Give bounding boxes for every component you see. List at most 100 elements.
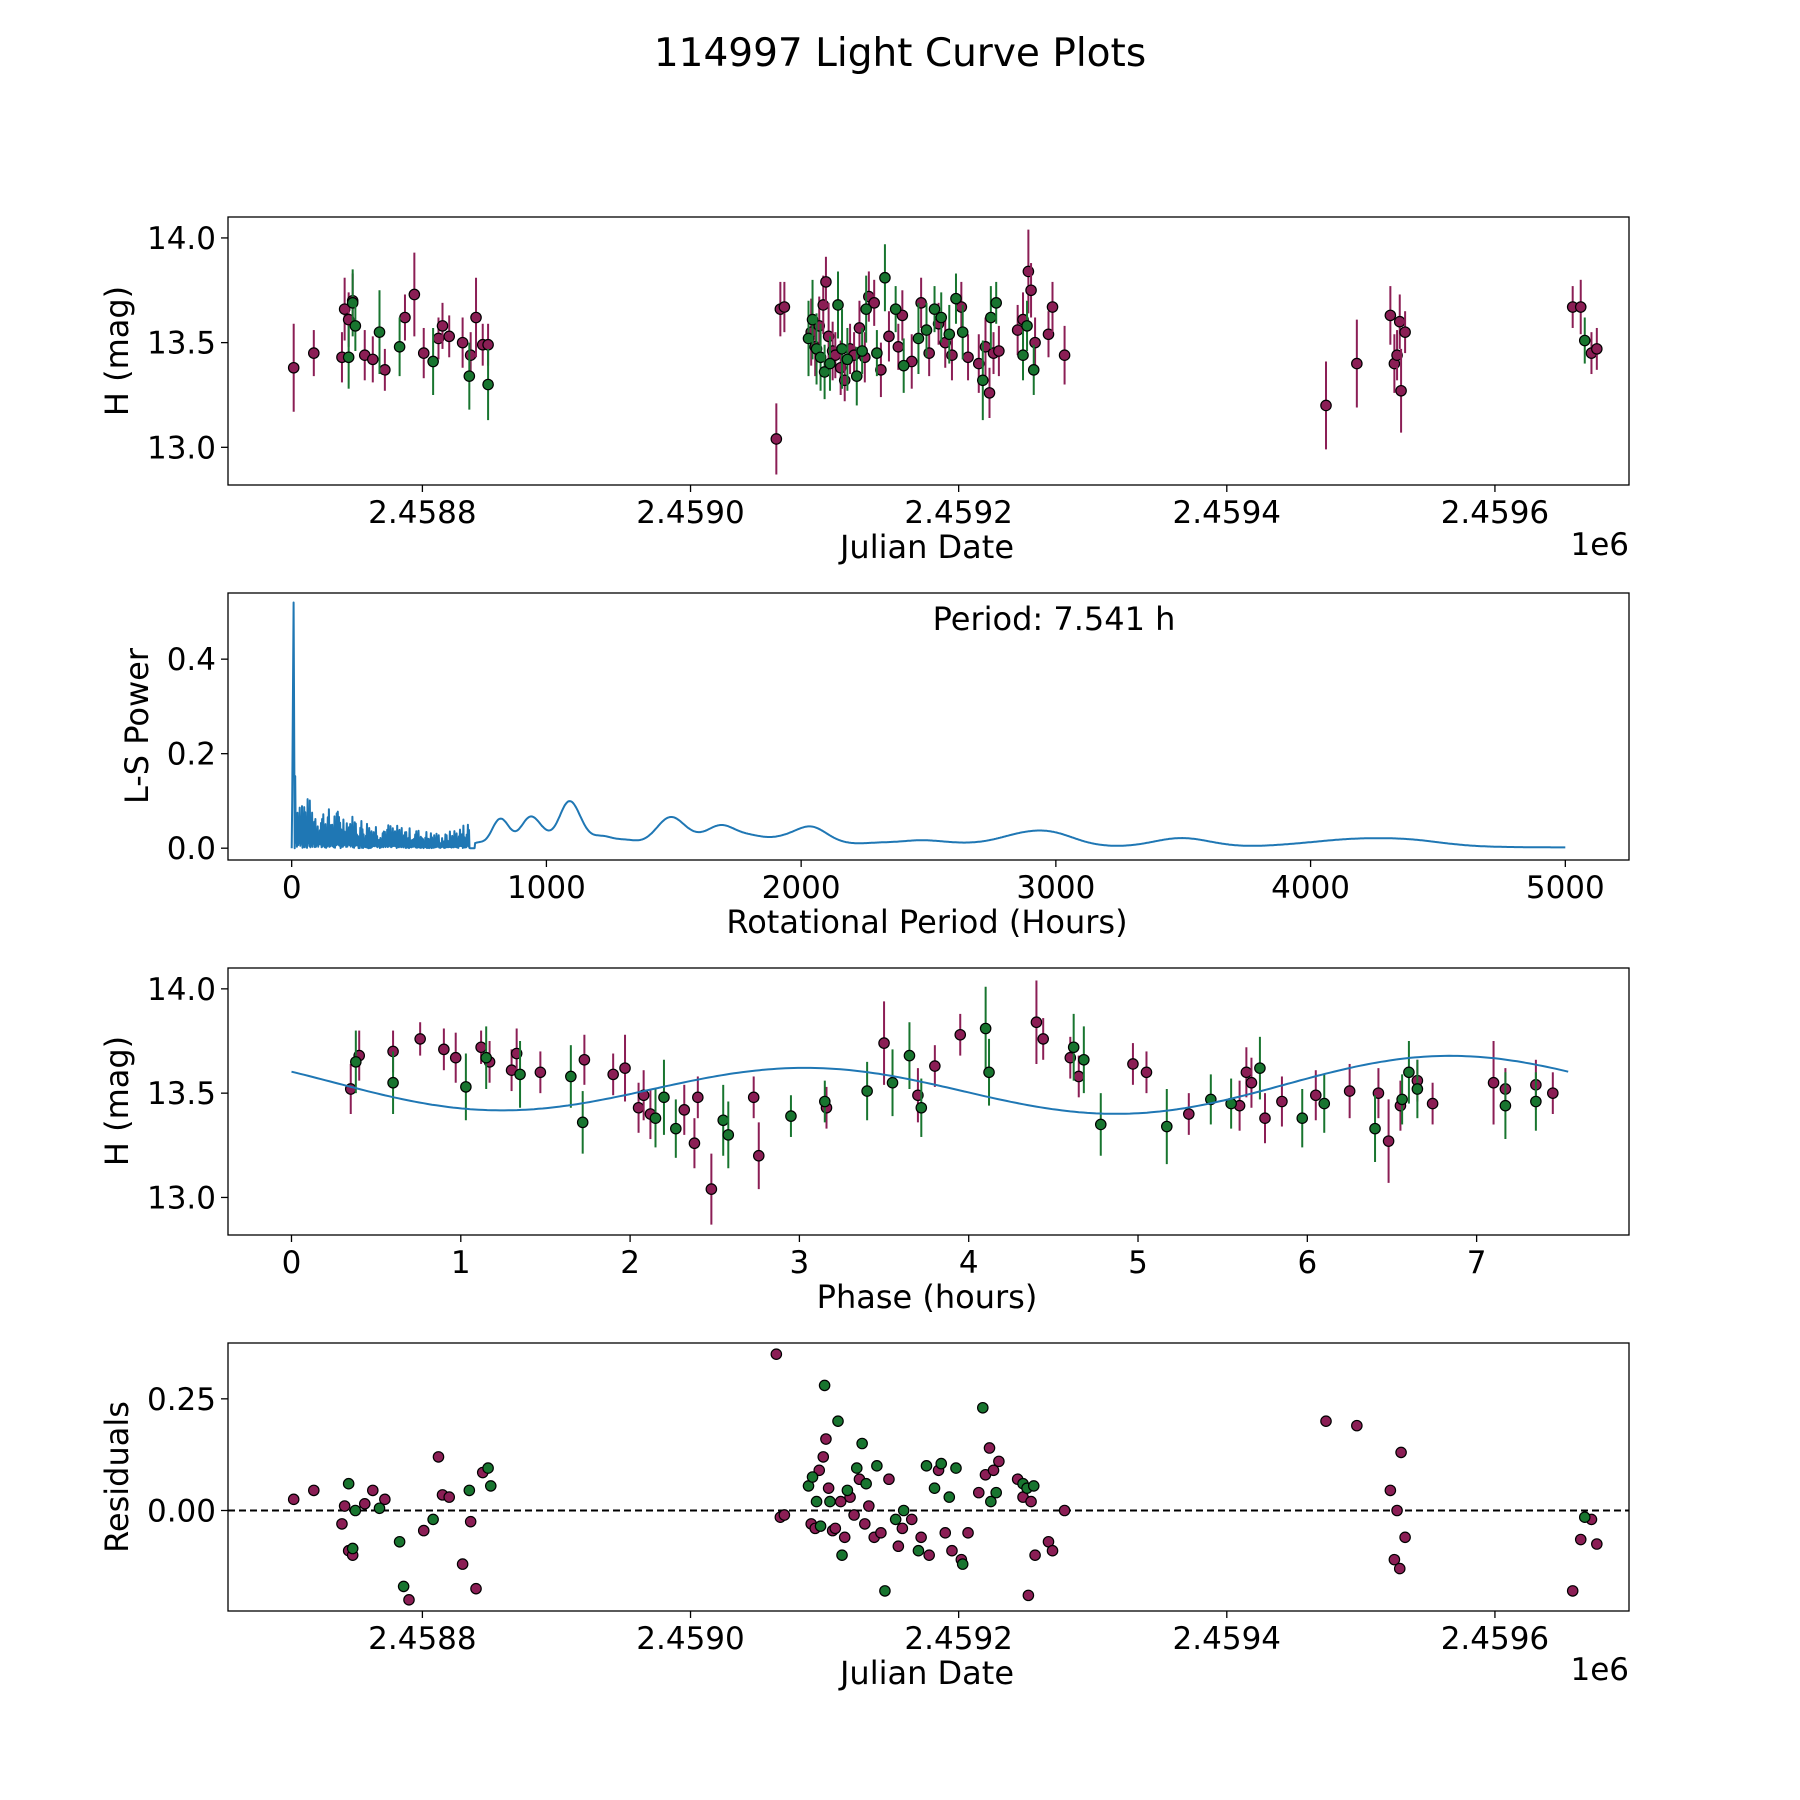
data-point-r: [1042, 328, 1055, 341]
data-point-r: [308, 347, 320, 359]
data-point-r: [1058, 349, 1071, 361]
data-point-r: [1025, 284, 1037, 297]
data-point-g: [427, 1513, 439, 1526]
data-point-r: [688, 1137, 701, 1150]
data-point-r: [1030, 1016, 1043, 1029]
x-tick-label: 5: [1128, 1245, 1148, 1281]
y-tick-label: 0.25: [147, 1382, 216, 1418]
data-point-g: [785, 1110, 797, 1122]
data-point-g: [565, 1070, 577, 1083]
data-point-r: [1591, 1538, 1603, 1550]
data-point-r: [1058, 1504, 1071, 1517]
data-point-g: [484, 1480, 497, 1492]
data-point-g: [1296, 1112, 1309, 1124]
data-point-g: [810, 1495, 823, 1508]
periodogram-panel: 0 1000 2000 3000 4000 5000 0.0 0.2 0.4 Period: 7…: [118, 592, 1630, 941]
data-point-r: [987, 1464, 1000, 1477]
data-point-g: [1499, 1099, 1512, 1112]
data-point-g: [990, 297, 1003, 309]
y-tick-label: 14.0: [147, 221, 216, 257]
data-point-g: [373, 1502, 386, 1515]
data-point-r: [1547, 1087, 1559, 1099]
data-point-r: [366, 353, 379, 366]
data-point-r: [1574, 301, 1587, 313]
x-tick-label: 1000: [507, 870, 586, 906]
data-point-g: [482, 1462, 494, 1474]
periodogram-marks: [290, 601, 1566, 850]
data-point-r: [822, 330, 835, 343]
data-point-r: [443, 1491, 456, 1503]
data-point-g: [976, 1401, 989, 1414]
data-point-r: [896, 1522, 909, 1535]
data-point-r: [962, 351, 974, 364]
data-point-g: [722, 1129, 735, 1141]
data-point-g: [943, 1491, 956, 1503]
data-point-r: [834, 1495, 847, 1508]
data-point-r: [1037, 1033, 1050, 1045]
y-tick-label: 13.5: [147, 1076, 216, 1112]
data-point-r: [1025, 1495, 1037, 1508]
x-tick-label: 7: [1467, 1245, 1487, 1281]
data-point-r: [534, 1066, 547, 1079]
data-point-g: [480, 1051, 492, 1064]
x-tick-label: 2000: [762, 870, 841, 906]
data-point-r: [403, 1594, 415, 1606]
data-point-r: [1574, 1533, 1587, 1546]
residuals-frame: [227, 1342, 1630, 1612]
data-point-g: [860, 1477, 872, 1490]
data-point-r: [1022, 1589, 1035, 1602]
data-point-g: [342, 1477, 355, 1490]
data-point-r: [1127, 1058, 1139, 1070]
data-point-r: [813, 1464, 826, 1477]
data-point-r: [962, 1527, 974, 1539]
lightcurve-ticks: 2.4588 2.4590 2.4592 2.4594 2.4596 13.0 13.5 14…: [147, 221, 1549, 531]
data-point-r: [875, 364, 887, 376]
data-point-g: [349, 320, 362, 332]
data-point-r: [632, 1101, 645, 1114]
data-point-r: [878, 1037, 890, 1049]
data-point-r: [868, 297, 881, 309]
data-point-r: [1140, 1066, 1153, 1079]
data-point-r: [848, 1509, 860, 1521]
data-point-r: [607, 1068, 619, 1081]
data-point-g: [1396, 1093, 1408, 1106]
data-point-r: [336, 1518, 348, 1530]
data-point-g: [861, 1085, 873, 1097]
data-point-r: [464, 349, 477, 361]
x-tick-label: 3: [790, 1245, 810, 1281]
data-point-r: [338, 303, 351, 315]
data-point-g: [1017, 349, 1029, 361]
y-tick-label: 0.2: [167, 737, 216, 773]
data-point-g: [836, 1549, 848, 1561]
data-point-r: [1591, 343, 1603, 355]
data-point-r: [770, 433, 783, 445]
data-point-r: [1072, 1070, 1085, 1083]
data-point-r: [379, 1493, 391, 1506]
data-point-r: [366, 1484, 379, 1497]
x-tick-label: 4000: [1271, 870, 1350, 906]
data-point-r: [822, 1482, 835, 1494]
data-point-r: [946, 1544, 958, 1557]
x-tick-label: 3000: [1016, 870, 1095, 906]
data-point-g: [928, 303, 941, 315]
data-point-r: [747, 1091, 760, 1104]
lightcurve-xlabel: Julian Date: [838, 528, 1014, 566]
data-point-g: [806, 313, 819, 326]
data-point-r: [929, 1060, 941, 1072]
data-point-g: [717, 1114, 730, 1127]
phased-ylabel: H (mag): [98, 1036, 136, 1166]
lightcurve-frame: [227, 216, 1630, 486]
data-point-g: [670, 1122, 682, 1135]
data-point-g: [879, 271, 891, 284]
y-tick-label: 0.00: [147, 1494, 216, 1530]
lightcurve-ylabel: H (mag): [98, 286, 136, 416]
data-point-g: [886, 1076, 899, 1089]
periodogram-ticks: 0 1000 2000 3000 4000 5000 0.0 0.2 0.4: [167, 642, 1605, 906]
residuals-xlabel: Julian Date: [838, 1654, 1014, 1692]
data-point-r: [1343, 1085, 1356, 1097]
data-point-r: [1391, 349, 1403, 361]
data-point-g: [920, 324, 933, 336]
data-point-g: [897, 359, 910, 372]
data-point-r: [443, 330, 456, 343]
phased-panel: 0 1 2 3 4 5 6 7 13.0 13.5 14.0 Phase (hours) H (ma…: [98, 967, 1630, 1316]
